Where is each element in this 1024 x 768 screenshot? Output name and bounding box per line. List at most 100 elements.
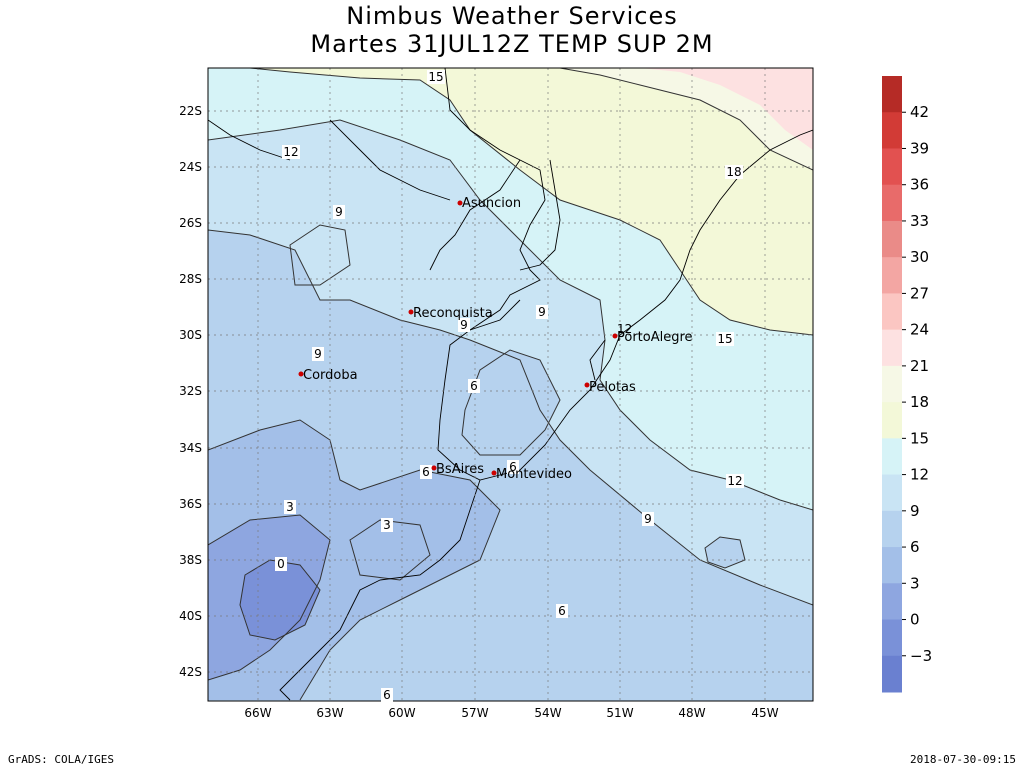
contour-label: 15 <box>428 70 443 84</box>
colorbar-swatch <box>882 293 902 331</box>
contour-label: 18 <box>726 165 741 179</box>
contour-label: 6 <box>383 688 391 702</box>
colorbar-swatch <box>882 583 902 621</box>
contour-label: 12 <box>727 474 742 488</box>
contour-label: 15 <box>717 332 732 346</box>
city-dot-pelotas <box>584 382 590 388</box>
field-blob-6-9 <box>462 350 560 455</box>
contour-label: 9 <box>644 512 652 526</box>
lon-tick: 51W <box>606 706 633 720</box>
city-dot-bsaires <box>431 465 437 471</box>
city-dot-asuncion <box>457 200 463 206</box>
y-axis-labels: 22S 24S 26S 28S 30S 32S 34S 36S 38S 40S … <box>179 104 202 679</box>
lat-tick: 36S <box>179 497 202 511</box>
contour-label: 3 <box>286 500 294 514</box>
graticule <box>208 68 813 701</box>
city-label-cordoba: Cordoba <box>303 368 358 383</box>
colorbar-swatch <box>882 220 902 258</box>
contour-label-group: 15 12 18 9 9 9 9 15 12 6 6 6 3 3 0 9 6 6 <box>275 70 744 702</box>
contour-label: 6 <box>470 379 478 393</box>
city-label-pelotas: Pelotas <box>589 380 636 395</box>
lat-tick: 24S <box>179 160 202 174</box>
contour-label: 0 <box>277 557 285 571</box>
lon-tick: 60W <box>388 706 415 720</box>
city-label-asuncion: Asuncion <box>462 196 521 211</box>
colorbar-swatch <box>882 619 902 657</box>
city-label-montevideo: Montevideo <box>496 467 572 482</box>
field-21-24 <box>640 68 813 150</box>
colorbar-label: 15 <box>910 429 929 447</box>
contour-label: 9 <box>314 347 322 361</box>
colorbar-label: 3 <box>910 574 920 592</box>
colorbar-swatch <box>882 257 902 294</box>
city-label-reconquista: Reconquista <box>413 306 493 321</box>
colorbar-swatch <box>882 547 902 584</box>
city-label-bsaires: BsAires <box>436 462 484 477</box>
chart-title-line2: Martes 31JUL12Z TEMP SUP 2M <box>310 30 714 58</box>
lat-tick: 42S <box>179 665 202 679</box>
colorbar-swatch <box>882 510 902 548</box>
lon-tick: 54W <box>534 706 561 720</box>
lon-tick: 63W <box>316 706 343 720</box>
lon-tick: 48W <box>678 706 705 720</box>
colorbar-swatch <box>882 112 902 149</box>
colorbar-swatch <box>882 148 902 186</box>
colorbar-swatch <box>882 402 902 439</box>
colorbar-label: 24 <box>910 321 929 339</box>
field-15-18 <box>250 68 813 335</box>
city-dot-cordoba <box>298 371 304 377</box>
lat-tick: 22S <box>179 104 202 118</box>
colorbar-swatch <box>882 474 902 512</box>
colorbar-label: 6 <box>910 538 920 556</box>
city-dot-portoalegre <box>612 333 618 339</box>
map-frame <box>207 67 814 702</box>
lat-tick: 32S <box>179 384 202 398</box>
contour-label: 9 <box>335 205 343 219</box>
colorbar-label: −3 <box>910 647 932 665</box>
city-dot-montevideo <box>491 470 497 476</box>
colorbar-label: 18 <box>910 393 929 411</box>
lat-tick: 28S <box>179 272 202 286</box>
colorbar-swatch <box>882 329 902 367</box>
colorbar-label: 21 <box>910 357 929 375</box>
chart-title-line1: Nimbus Weather Services <box>346 2 678 30</box>
colorbar-label: 9 <box>910 502 920 520</box>
lat-tick: 26S <box>179 216 202 230</box>
colorbar-label: 42 <box>910 103 929 121</box>
temperature-field <box>208 68 813 701</box>
lon-tick: 66W <box>244 706 271 720</box>
colorbar-label: 39 <box>910 139 929 157</box>
colorbar-swatch <box>882 655 902 693</box>
colorbar-swatch <box>882 365 902 403</box>
colorbar-swatch <box>882 438 902 476</box>
contour-label: 6 <box>509 460 517 474</box>
contour-label: 3 <box>383 518 391 532</box>
lon-tick: 45W <box>751 706 778 720</box>
colorbar-label: 27 <box>910 284 929 302</box>
field-blob-9-12 <box>705 537 745 568</box>
contour-label: 9 <box>460 318 468 332</box>
lon-tick: 57W <box>461 706 488 720</box>
city-label-portoalegre: PortoAlegre <box>617 330 693 345</box>
contour-label: 6 <box>558 604 566 618</box>
city-dot-reconquista <box>408 309 414 315</box>
extra-contour-label: 12 <box>617 322 632 336</box>
lat-tick: 40S <box>179 609 202 623</box>
field-blob-3-6 <box>350 520 430 580</box>
city-markers: Asuncion Reconquista Cordoba PortoAlegre… <box>298 196 693 482</box>
footer-credit: GrADS: COLA/IGES <box>8 753 114 766</box>
contour-label: 9 <box>538 305 546 319</box>
lat-tick: 34S <box>179 441 202 455</box>
footer-timestamp: 2018-07-30-09:15 <box>910 753 1016 766</box>
coastlines-borders <box>208 68 813 701</box>
x-axis-labels: 66W 63W 60W 57W 54W 51W 48W 45W <box>244 706 778 720</box>
contour-label: 12 <box>283 145 298 159</box>
colorbar-swatch <box>882 76 902 113</box>
colorbar-label: 12 <box>910 466 929 484</box>
colorbar-label: 30 <box>910 248 929 266</box>
colorbar-label: 36 <box>910 176 929 194</box>
colorbar-swatch <box>882 184 902 222</box>
lat-tick: 38S <box>179 553 202 567</box>
